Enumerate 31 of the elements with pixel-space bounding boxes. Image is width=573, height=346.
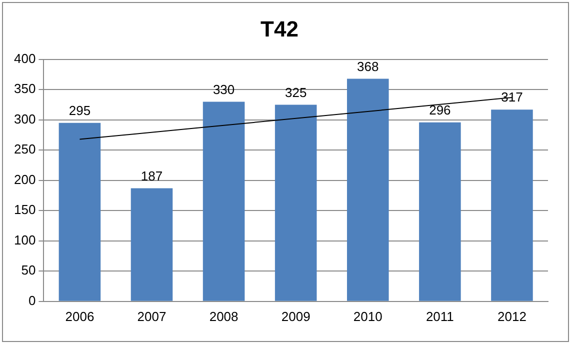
- x-tick-label: 2007: [137, 308, 166, 324]
- bar: [130, 188, 173, 301]
- x-tick-label: 2010: [353, 308, 382, 324]
- x-tick-label: 2006: [65, 308, 94, 324]
- data-label: 317: [501, 90, 523, 105]
- data-label: 187: [140, 168, 163, 184]
- data-label: 296: [429, 102, 451, 118]
- y-tick-label: 400: [14, 50, 36, 66]
- x-tick-label: 2009: [281, 308, 310, 324]
- data-label: 330: [212, 82, 235, 97]
- bar: [346, 78, 389, 301]
- y-tick-label: 50: [21, 262, 36, 278]
- data-label: 368: [357, 58, 379, 74]
- y-tick-label: 0: [28, 292, 36, 308]
- x-tick-label: 2011: [426, 308, 454, 324]
- y-tick-label: 350: [14, 81, 36, 96]
- x-tick-label: 2008: [209, 308, 238, 324]
- y-tick-label: 200: [14, 172, 36, 187]
- chart-title: T42: [260, 16, 298, 42]
- y-tick-label: 250: [14, 142, 36, 157]
- bar: [58, 122, 101, 301]
- bar: [491, 110, 533, 301]
- data-label: 325: [284, 84, 307, 100]
- x-tick-label: 2012: [498, 308, 526, 324]
- data-label: 295: [68, 103, 91, 118]
- y-tick-label: 300: [14, 111, 36, 126]
- y-tick-label: 150: [14, 202, 36, 218]
- bar: [274, 104, 317, 301]
- bar: [202, 102, 245, 301]
- bar: [419, 122, 461, 301]
- y-tick-label: 100: [14, 232, 36, 248]
